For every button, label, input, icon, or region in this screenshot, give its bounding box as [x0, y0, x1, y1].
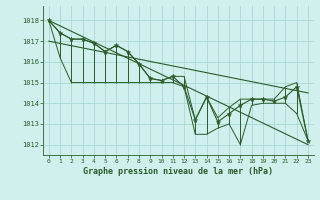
X-axis label: Graphe pression niveau de la mer (hPa): Graphe pression niveau de la mer (hPa) — [84, 167, 273, 176]
